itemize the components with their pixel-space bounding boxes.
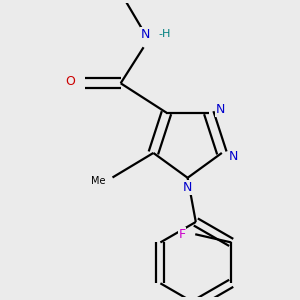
Text: -H: -H	[158, 29, 171, 39]
Text: N: N	[183, 181, 192, 194]
Text: N: N	[215, 103, 225, 116]
Text: Me: Me	[91, 176, 105, 186]
Text: F: F	[178, 228, 186, 241]
Text: N: N	[229, 150, 238, 163]
Text: O: O	[65, 75, 75, 88]
Text: N: N	[140, 28, 150, 41]
